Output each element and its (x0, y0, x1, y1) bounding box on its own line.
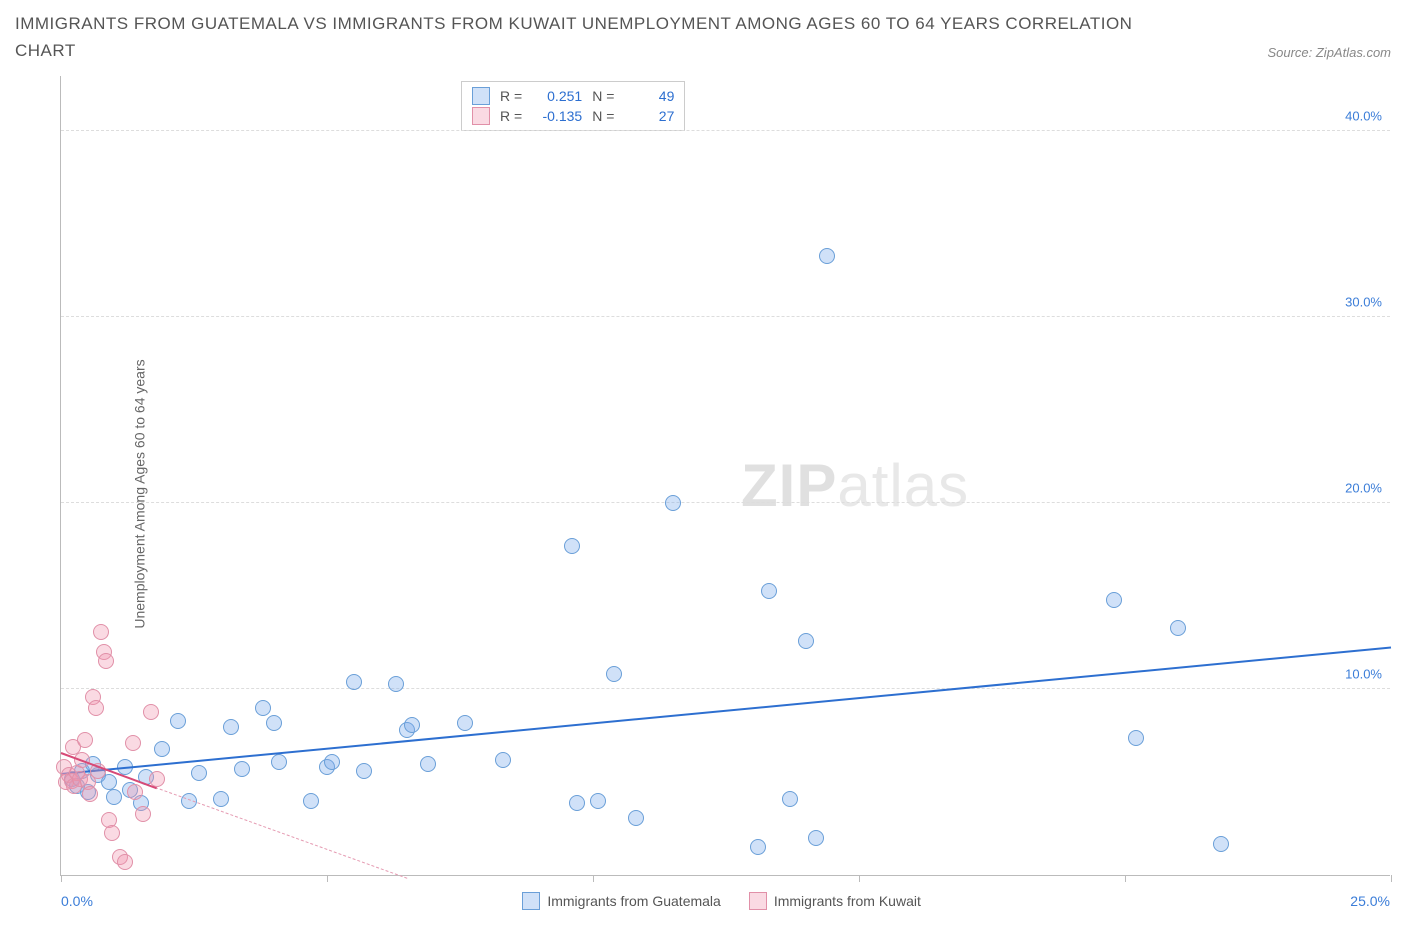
scatter-point (106, 789, 122, 805)
scatter-point (346, 674, 362, 690)
scatter-point (1106, 592, 1122, 608)
scatter-point (154, 741, 170, 757)
x-tick (859, 875, 860, 882)
correlation-chart: Unemployment Among Ages 60 to 64 years Z… (15, 76, 1391, 916)
scatter-point (356, 763, 372, 779)
grid-line (61, 130, 1390, 131)
watermark-bold: ZIP (741, 452, 837, 519)
x-tick (1125, 875, 1126, 882)
scatter-point (420, 756, 436, 772)
series-swatch (472, 107, 490, 125)
scatter-point (404, 717, 420, 733)
legend-items: Immigrants from Guatemala Immigrants from… (522, 892, 921, 910)
grid-line (61, 688, 1390, 689)
grid-line (61, 502, 1390, 503)
scatter-point (143, 704, 159, 720)
scatter-point (255, 700, 271, 716)
stats-row: R = -0.135 N = 27 (472, 106, 674, 126)
r-value: -0.135 (532, 108, 582, 124)
scatter-point (798, 633, 814, 649)
scatter-point (127, 784, 143, 800)
scatter-point (213, 791, 229, 807)
x-tick (1391, 875, 1392, 882)
legend-item: Immigrants from Kuwait (749, 892, 921, 910)
y-tick-label: 10.0% (1345, 667, 1382, 682)
scatter-point (170, 713, 186, 729)
scatter-point (93, 624, 109, 640)
scatter-point (303, 793, 319, 809)
scatter-point (569, 795, 585, 811)
scatter-point (125, 735, 141, 751)
grid-line (61, 316, 1390, 317)
scatter-point (266, 715, 282, 731)
scatter-point (590, 793, 606, 809)
stats-box: R = 0.251 N = 49 R = -0.135 N = 27 (461, 81, 685, 131)
legend-item: Immigrants from Guatemala (522, 892, 721, 910)
r-label: R = (500, 108, 522, 124)
watermark-light: atlas (837, 452, 969, 519)
plot-area: ZIPatlas R =0.251N =49R =-0.135N =27 0.0… (60, 76, 1390, 876)
scatter-point (82, 786, 98, 802)
scatter-point (98, 653, 114, 669)
n-label: N = (592, 108, 614, 124)
scatter-point (77, 732, 93, 748)
scatter-point (88, 700, 104, 716)
y-tick-label: 40.0% (1345, 109, 1382, 124)
scatter-point (750, 839, 766, 855)
n-value: 27 (624, 108, 674, 124)
scatter-point (564, 538, 580, 554)
y-tick-label: 30.0% (1345, 295, 1382, 310)
scatter-point (234, 761, 250, 777)
watermark: ZIPatlas (741, 451, 969, 520)
x-min-label: 0.0% (61, 893, 93, 909)
scatter-point (495, 752, 511, 768)
legend-swatch (749, 892, 767, 910)
x-tick (61, 875, 62, 882)
scatter-point (1170, 620, 1186, 636)
x-max-label: 25.0% (1350, 893, 1390, 909)
scatter-point (761, 583, 777, 599)
scatter-point (808, 830, 824, 846)
legend-swatch (522, 892, 540, 910)
r-value: 0.251 (532, 88, 582, 104)
stats-row: R = 0.251 N = 49 (472, 86, 674, 106)
scatter-point (782, 791, 798, 807)
scatter-point (819, 248, 835, 264)
scatter-point (191, 765, 207, 781)
n-label: N = (592, 88, 614, 104)
x-tick (327, 875, 328, 882)
scatter-point (1128, 730, 1144, 746)
n-value: 49 (624, 88, 674, 104)
x-tick (593, 875, 594, 882)
bottom-legend: 0.0% Immigrants from GuatemalaImmigrants… (61, 892, 1390, 910)
scatter-point (271, 754, 287, 770)
legend-label: Immigrants from Kuwait (774, 893, 921, 909)
scatter-point (324, 754, 340, 770)
scatter-point (665, 495, 681, 511)
y-tick-label: 20.0% (1345, 481, 1382, 496)
scatter-point (117, 854, 133, 870)
scatter-point (223, 719, 239, 735)
scatter-point (104, 825, 120, 841)
scatter-point (135, 806, 151, 822)
series-swatch (472, 87, 490, 105)
page-title: IMMIGRANTS FROM GUATEMALA VS IMMIGRANTS … (15, 10, 1135, 64)
scatter-point (388, 676, 404, 692)
legend-label: Immigrants from Guatemala (547, 893, 721, 909)
scatter-point (628, 810, 644, 826)
scatter-point (606, 666, 622, 682)
scatter-point (457, 715, 473, 731)
source-attribution: Source: ZipAtlas.com (1267, 45, 1391, 64)
r-label: R = (500, 88, 522, 104)
scatter-point (1213, 836, 1229, 852)
